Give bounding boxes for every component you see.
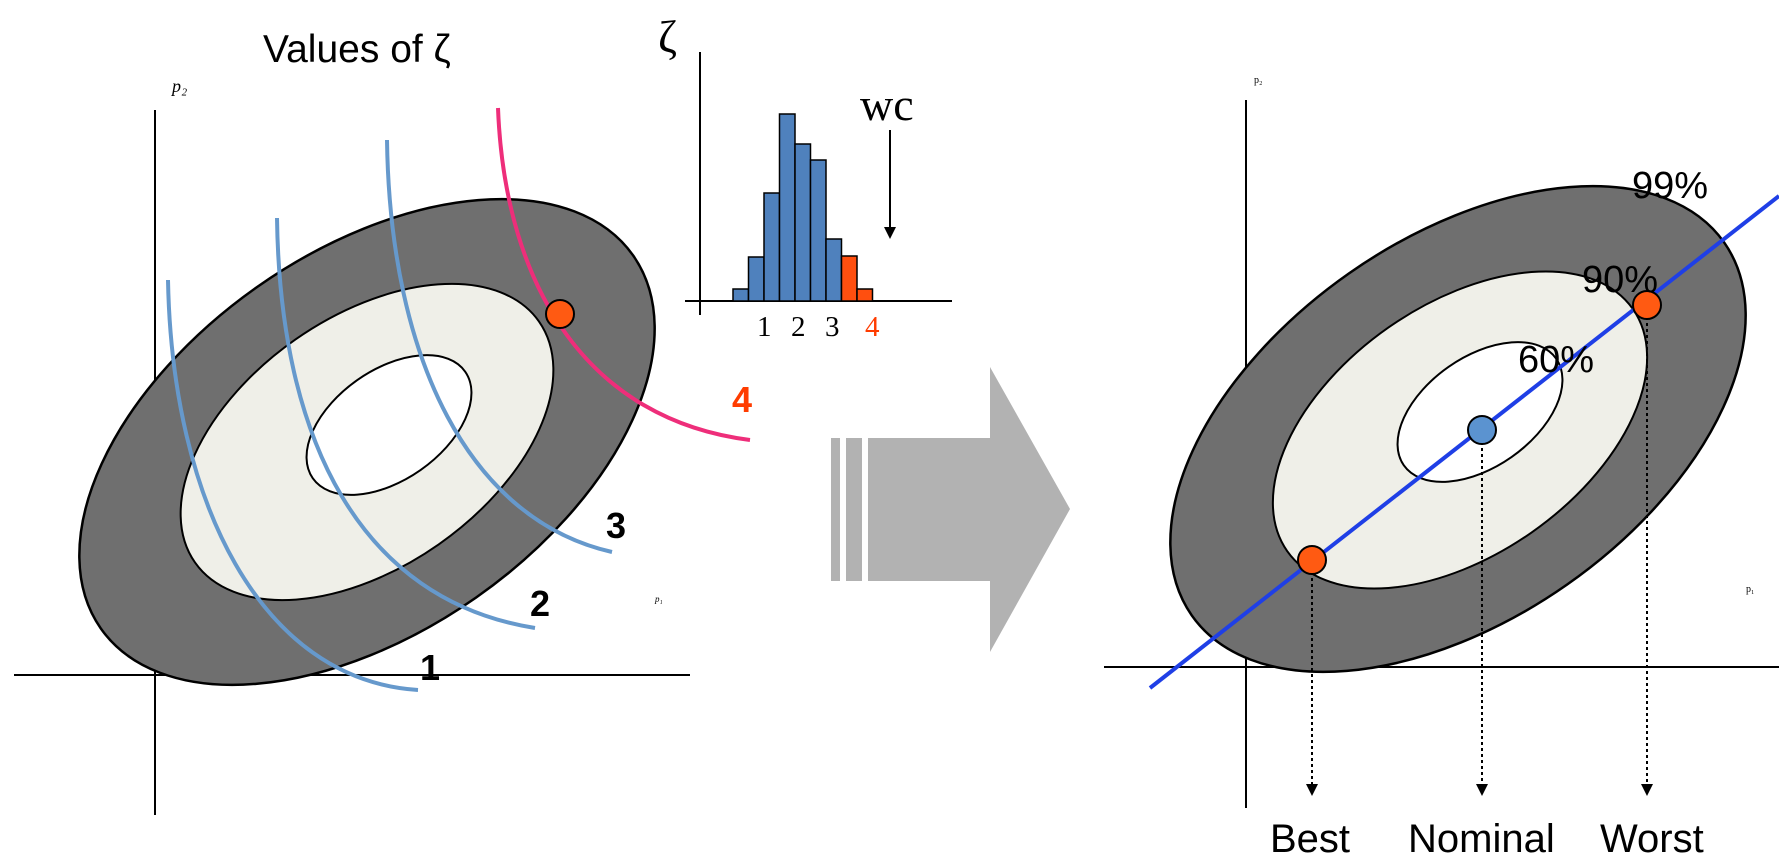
left-ellipse-inner: [305, 354, 473, 496]
histogram-bar: [732, 288, 750, 302]
histogram-tick-4: 4: [865, 311, 880, 343]
histogram-bar: [794, 143, 812, 302]
level-label-90: 90%: [1582, 259, 1658, 301]
left-x-axis-label: p₁: [654, 594, 663, 604]
contour-curve-2: [275, 217, 536, 630]
contour-curve-3: [385, 139, 613, 554]
contour-label-1: 1: [420, 647, 440, 688]
contour-label-2: 2: [530, 583, 550, 624]
left-title: Values of ζ: [263, 28, 451, 71]
bottom-label-nominal: Nominal: [1408, 817, 1555, 861]
left-y-axis-label: p₂: [170, 76, 187, 96]
level-label-60: 60%: [1518, 339, 1594, 381]
histogram-bar: [840, 255, 858, 302]
right-x-axis-label: p₁: [1746, 584, 1755, 595]
worst-case-direction-line: [1148, 194, 1779, 690]
contour-label-3: 3: [606, 505, 626, 546]
contour-label-4: 4: [732, 379, 752, 420]
nominal-marker: [1467, 415, 1497, 445]
histogram-tick-3: 3: [825, 311, 840, 343]
contour-curve-1: [166, 279, 419, 692]
histogram-tick-2: 2: [791, 311, 806, 343]
histogram-axis-label: ζ: [658, 11, 677, 62]
histogram-bar: [825, 238, 843, 302]
block-arrow-right-icon: [831, 367, 1070, 652]
histogram-bar: [856, 288, 874, 302]
bottom-label-best: Best: [1270, 817, 1350, 861]
histogram-bars: [732, 113, 874, 302]
right-ellipse-inner: [1396, 341, 1564, 483]
left-panel: Values of ζ p₂ p₁ 1 2 3 4: [14, 28, 752, 815]
histogram-bar: [763, 192, 781, 302]
right-y-axis-label: p₂: [1254, 75, 1263, 86]
histogram-bar: [809, 159, 827, 302]
best-case-marker: [1297, 545, 1327, 575]
right-panel: p₂ p₁ 99% 90% 60% Best Nominal Worst: [1104, 75, 1779, 861]
histogram-bar: [747, 256, 765, 302]
histogram-bar: [778, 113, 796, 302]
bottom-label-worst: Worst: [1600, 817, 1704, 861]
wc-label: wc: [860, 79, 914, 130]
level-label-99: 99%: [1632, 165, 1708, 207]
contour-curve-4: [496, 107, 751, 442]
histogram: ζ wc 1 2 3 4: [658, 11, 952, 343]
left-worst-case-marker: [545, 299, 575, 329]
histogram-tick-1: 1: [757, 311, 772, 343]
worst-case-marker: [1632, 290, 1662, 320]
